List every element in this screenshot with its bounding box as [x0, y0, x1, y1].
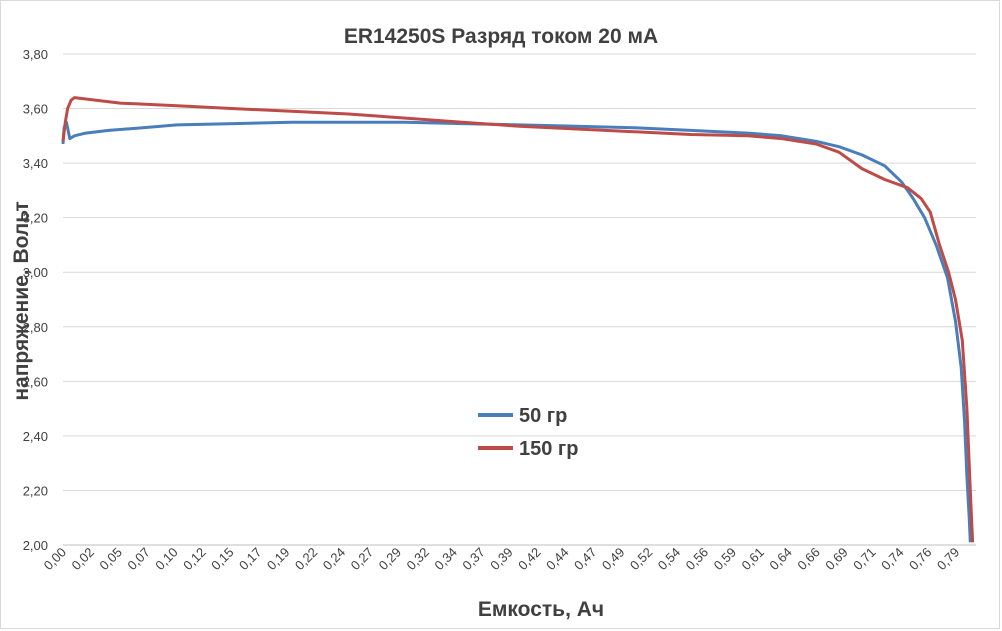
- x-tick-label: 0,05: [96, 545, 125, 574]
- x-tick-label: 0,76: [906, 545, 935, 574]
- x-tick-label: 0,47: [571, 545, 600, 574]
- x-tick-label: 0,71: [850, 545, 879, 574]
- x-tick-label: 0,66: [794, 545, 823, 574]
- x-tick-label: 0,12: [180, 545, 209, 574]
- x-tick-label: 0,42: [515, 545, 544, 574]
- legend-entry: 150 гр: [478, 438, 578, 460]
- x-tick-label: 0,32: [404, 545, 433, 574]
- x-tick-labels: 0,00 0,02 0,05 0,07 0,10 0,12 0,15 0,17 0,19 0,22…: [41, 545, 963, 574]
- y-tick-label: 3,40: [23, 156, 48, 171]
- x-tick-label: 0,27: [348, 545, 377, 574]
- y-tick-label: 2,00: [23, 538, 48, 553]
- x-tick-label: 0,10: [152, 545, 181, 574]
- x-tick-label: 0,49: [599, 545, 628, 574]
- x-tick-label: 0,64: [766, 545, 795, 574]
- x-tick-label: 0,54: [655, 545, 684, 574]
- y-tick-label: 3,00: [23, 265, 48, 280]
- y-tick-label: 2,40: [23, 429, 48, 444]
- y-tick-labels: 2,00 2,20 2,40 2,60 2,80 3,00 3,20 3,40 3,60 3,80: [23, 47, 48, 553]
- x-tick-label: 0,02: [69, 545, 98, 574]
- x-axis-title: Емкость, Ач: [478, 598, 604, 621]
- chart-title: ER14250S Разряд током 20 мА: [344, 25, 658, 48]
- x-tick-label: 0,34: [431, 545, 460, 574]
- legend-entry: 50 гр: [478, 405, 567, 427]
- x-tick-label: 0,44: [543, 545, 572, 574]
- x-tick-label: 0,17: [236, 545, 265, 574]
- x-tick-label: 0,07: [124, 545, 153, 574]
- x-tick-label: 0,59: [711, 545, 740, 574]
- x-tick-label: 0,15: [208, 545, 237, 574]
- x-tick-label: 0,74: [878, 545, 907, 574]
- legend-label: 50 гр: [519, 405, 567, 427]
- series-line-150gr: [61, 96, 975, 543]
- y-tick-label: 2,60: [23, 374, 48, 389]
- series-lines: [61, 96, 975, 543]
- x-tick-label: 0,79: [934, 545, 963, 574]
- x-tick-label: 0,39: [487, 545, 516, 574]
- x-tick-label: 0,24: [320, 545, 349, 574]
- y-tick-label: 3,60: [23, 102, 48, 117]
- gridlines: [63, 53, 976, 546]
- legend-label: 150 гр: [519, 438, 578, 460]
- x-tick-label: 0,56: [683, 545, 712, 574]
- x-tick-label: 0,29: [376, 545, 405, 574]
- x-tick-label: 0,69: [822, 545, 851, 574]
- x-tick-label: 0,19: [264, 545, 293, 574]
- y-tick-label: 3,20: [23, 211, 48, 226]
- y-tick-label: 3,80: [23, 47, 48, 62]
- legend: 50 гр 150 гр: [478, 405, 578, 460]
- series-line-50gr: [61, 120, 972, 543]
- x-tick-label: 0,52: [627, 545, 656, 574]
- x-tick-label: 0,61: [739, 545, 768, 574]
- y-axis-title: напряжение, Вольт: [10, 201, 33, 400]
- y-tick-label: 2,20: [23, 483, 48, 498]
- y-tick-label: 2,80: [23, 320, 48, 335]
- x-tick-label: 0,22: [292, 545, 321, 574]
- x-tick-label: 0,37: [459, 545, 488, 574]
